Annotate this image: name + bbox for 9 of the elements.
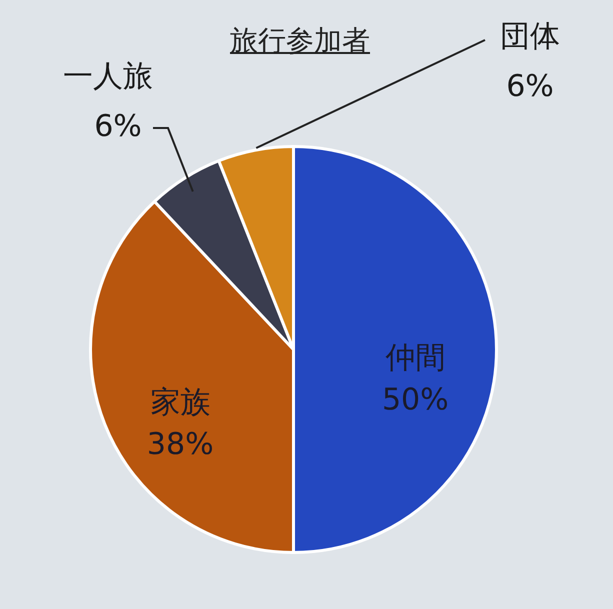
slice-label: 団体 [500, 18, 560, 54]
slice-label: 仲間 [385, 340, 446, 376]
data-label: 38% [146, 427, 214, 462]
data-label: 6% [94, 108, 142, 144]
chart-title: 旅行参加者 [230, 24, 370, 57]
slice-label: 一人旅 [63, 58, 153, 94]
data-label: 6% [506, 68, 554, 104]
data-label: 50% [382, 382, 449, 418]
slice-label: 家族 [150, 385, 210, 420]
